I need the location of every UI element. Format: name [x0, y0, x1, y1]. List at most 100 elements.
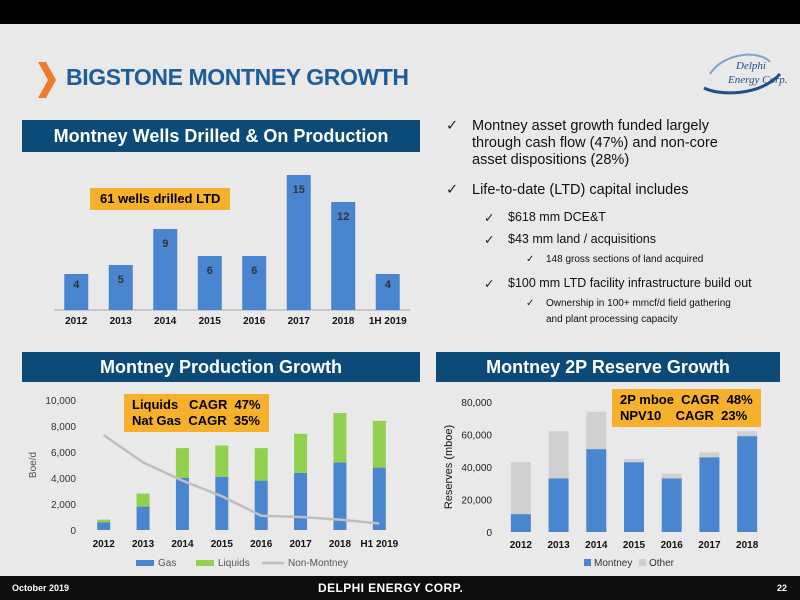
tick-label: 0 [70, 526, 76, 537]
bar [254, 480, 268, 530]
tick-label: 2016 [250, 539, 273, 550]
bar [97, 522, 111, 530]
tick-label: 8,000 [51, 422, 76, 433]
tick-label: 10,000 [45, 396, 76, 407]
data-label: 12 [337, 211, 349, 223]
tick-label: 2015 [199, 316, 222, 327]
tick-label: 0 [486, 528, 492, 539]
bullet-text: Ownership in 100+ mmcf/d field gathering [546, 298, 731, 309]
bar [548, 478, 569, 532]
bar [661, 473, 682, 479]
tick-label: 2012 [510, 540, 533, 551]
tick-label: 2013 [110, 316, 133, 327]
tick-label: 2016 [243, 316, 266, 327]
legend-label: Gas [158, 558, 176, 569]
bar [108, 265, 133, 310]
reserves-section-header: Montney 2P Reserve Growth [436, 352, 780, 382]
tick-label: 2014 [154, 316, 177, 327]
reserves-callout: 2P mboe CAGR 48% NPV10 CAGR 23% [612, 389, 761, 427]
tick-label: 2013 [547, 540, 570, 551]
tick-label: 2012 [93, 539, 116, 550]
tick-label: 2017 [288, 316, 311, 327]
wells-chart: 4 2012 5 2013 9 2014 6 2015 6 2016 15 2017 12 2018 4 1H… [54, 175, 410, 327]
bar [136, 493, 150, 507]
bar [372, 420, 386, 468]
bar [333, 413, 347, 463]
bar [215, 445, 229, 477]
footer-date: October 2019 [12, 583, 70, 593]
bullet-text: $618 mm DCE&T [508, 210, 606, 224]
bar [136, 506, 150, 530]
wells-section-header: Montney Wells Drilled & On Production [22, 120, 420, 152]
bar [254, 448, 268, 481]
legend-swatch [136, 560, 154, 566]
bar [294, 472, 308, 530]
bar [97, 519, 111, 523]
chevron-icon [38, 62, 56, 98]
company-logo: Delphi Energy Corp. [700, 44, 790, 104]
data-label: 6 [207, 265, 213, 277]
tick-label: H1 2019 [360, 539, 398, 550]
production-section-header: Montney Production Growth [22, 352, 420, 382]
bullet-text: and plant processing capacity [546, 314, 678, 325]
bar [737, 431, 758, 437]
tick-label: 2,000 [51, 500, 76, 511]
swoosh-icon [703, 53, 782, 95]
production-callout: Liquids CAGR 47% Nat Gas CAGR 35% [124, 394, 269, 432]
data-label: 9 [162, 238, 168, 250]
legend-label: Liquids [218, 558, 250, 569]
bullet-list: ✓ Montney asset growth funded largely thro… [446, 118, 786, 340]
bullet-text: through cash flow (47%) and non-core [472, 135, 718, 151]
bullet-text: $100 mm LTD facility infrastructure buil… [508, 276, 752, 290]
top-bar [0, 0, 800, 24]
bar [372, 467, 386, 530]
reserves-chart: 0 20,000 40,000 60,000 80,000 Reserves (mboe)… [443, 398, 759, 569]
bar [175, 478, 189, 530]
tick-label: 2014 [585, 540, 608, 551]
footer-company: DELPHI ENERGY CORP. [318, 581, 464, 595]
bullet-text: Montney asset growth funded largely [472, 118, 709, 134]
checkmark-icon: ✓ [484, 233, 495, 247]
bar [737, 436, 758, 532]
checkmark-icon: ✓ [484, 211, 495, 225]
bar [64, 274, 89, 310]
tick-label: 80,000 [461, 398, 492, 409]
bar [548, 431, 569, 479]
legend-label: Montney [594, 558, 632, 569]
checkmark-icon: ✓ [526, 254, 535, 265]
checkmark-icon: ✓ [526, 298, 535, 309]
tick-label: 2017 [289, 539, 312, 550]
legend-swatch [584, 559, 591, 566]
bar [375, 274, 400, 310]
tick-label: 2012 [65, 316, 88, 327]
tick-label: 2014 [171, 539, 194, 550]
bar [331, 202, 356, 310]
legend-label: Other [649, 558, 675, 569]
tick-label: 2018 [332, 316, 355, 327]
tick-label: 2013 [132, 539, 155, 550]
wells-callout: 61 wells drilled LTD [90, 188, 231, 210]
checkmark-icon: ✓ [484, 277, 495, 291]
tick-label: 2018 [736, 540, 759, 551]
data-label: 6 [251, 265, 257, 277]
tick-label: 2016 [661, 540, 684, 551]
tick-label: 4,000 [51, 474, 76, 485]
series-line [102, 434, 380, 525]
logo-line2: Energy Corp. [728, 74, 788, 86]
bar [624, 458, 644, 463]
production-chart: 0 2,000 4,000 6,000 8,000 10,000 Boe/d 2012 2013… [28, 396, 399, 569]
tick-label: 1H 2019 [369, 316, 407, 327]
bar [699, 452, 720, 458]
bar [624, 462, 644, 532]
legend-swatch [639, 559, 646, 566]
logo-line1: Delphi [736, 60, 766, 72]
legend-swatch [196, 560, 214, 566]
tick-label: 2015 [211, 539, 234, 550]
tick-label: 6,000 [51, 448, 76, 459]
bullet-text: $43 mm land / acquisitions [508, 232, 656, 246]
bar [586, 411, 607, 450]
data-label: 4 [73, 279, 80, 291]
bullet-text: Life-to-date (LTD) capital includes [472, 182, 689, 198]
bar [333, 462, 347, 530]
bar [242, 256, 267, 310]
